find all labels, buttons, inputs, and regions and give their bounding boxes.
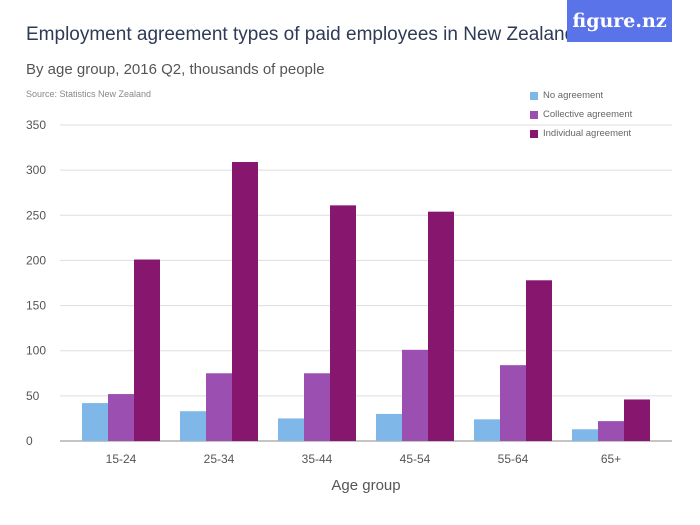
x-tick-label: 15-24: [106, 452, 137, 466]
y-tick-label: 200: [26, 253, 46, 267]
legend-label: Collective agreement: [543, 109, 633, 120]
x-tick-label: 55-64: [498, 452, 529, 466]
legend-item: Individual agreement: [530, 124, 632, 143]
bar-no-agreement: [376, 413, 402, 441]
y-tick-label: 100: [26, 344, 46, 358]
legend: No agreement Collective agreement Individu…: [530, 86, 632, 143]
x-axis-label: Age group: [331, 477, 400, 494]
figure-nz-logo[interactable]: figure.nz: [567, 0, 672, 42]
y-tick-label: 0: [26, 434, 33, 448]
legend-swatch: [530, 110, 538, 119]
x-tick-label: 25-34: [204, 452, 235, 466]
y-tick-label: 50: [26, 389, 40, 403]
chart-source: Source: Statistics New Zealand: [26, 89, 152, 99]
y-tick-label: 300: [26, 163, 46, 177]
bar-individual-agreement: [232, 162, 258, 441]
bar-no-agreement: [82, 403, 108, 441]
bar-collective-agreement: [598, 421, 624, 441]
bar-collective-agreement: [304, 373, 330, 441]
legend-swatch: [530, 129, 538, 138]
bar-no-agreement: [474, 419, 500, 441]
bar-individual-agreement: [624, 399, 650, 441]
bar-collective-agreement: [500, 365, 526, 441]
bar-no-agreement: [572, 429, 598, 441]
x-tick-label: 35-44: [302, 452, 333, 466]
legend-label: Individual agreement: [543, 128, 632, 139]
bar-individual-agreement: [134, 259, 160, 441]
bar-individual-agreement: [526, 280, 552, 441]
bar-collective-agreement: [206, 373, 232, 441]
x-tick-label: 45-54: [400, 452, 431, 466]
legend-swatch: [530, 91, 538, 100]
legend-item: No agreement: [530, 86, 632, 105]
y-tick-label: 250: [26, 208, 46, 222]
bar-individual-agreement: [330, 205, 356, 441]
legend-label: No agreement: [543, 90, 604, 101]
x-tick-label: 65+: [601, 452, 621, 466]
bar-no-agreement: [278, 418, 304, 441]
bar-collective-agreement: [108, 394, 134, 441]
bar-collective-agreement: [402, 349, 428, 441]
chart-title: Employment agreement types of paid emplo…: [26, 24, 576, 45]
chart-subtitle: By age group, 2016 Q2, thousands of peop…: [26, 61, 325, 78]
bar-no-agreement: [180, 411, 206, 441]
y-tick-label: 150: [26, 299, 46, 313]
y-tick-label: 350: [26, 118, 46, 132]
legend-item: Collective agreement: [530, 105, 632, 124]
bar-individual-agreement: [428, 211, 454, 441]
